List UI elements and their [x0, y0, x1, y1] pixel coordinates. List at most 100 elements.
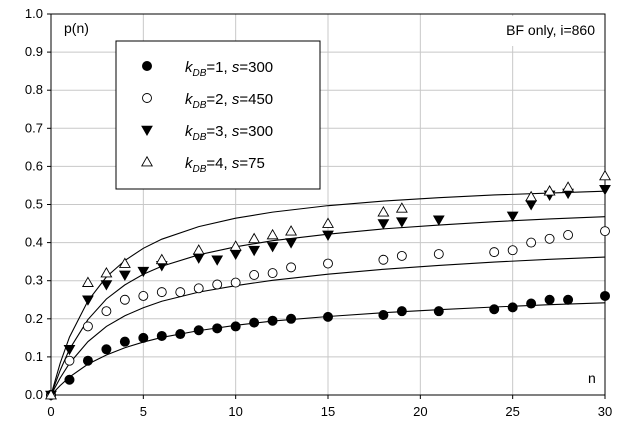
legend-marker-series-2 [142, 93, 152, 103]
y-tick-label: 0.1 [25, 349, 43, 364]
y-tick-label: 0.6 [25, 158, 43, 173]
x-tick-label: 0 [47, 404, 54, 419]
x-tick-label: 15 [321, 404, 335, 419]
data-point-series-2 [267, 268, 278, 279]
y-tick-label: 0.2 [25, 311, 43, 326]
data-point-series-1 [433, 306, 444, 317]
data-point-series-4 [45, 388, 57, 400]
data-point-series-3 [525, 200, 538, 211]
data-point-series-3 [285, 238, 297, 249]
data-point-series-4 [118, 257, 131, 268]
y-tick-label: 0.4 [25, 235, 43, 250]
y-tick-label: 0.9 [25, 44, 43, 59]
data-point-series-2 [563, 230, 574, 240]
data-point-series-4 [100, 266, 113, 278]
data-point-series-3 [248, 245, 261, 257]
data-point-series-2 [156, 287, 167, 298]
x-axis-label: n [588, 370, 596, 386]
y-tick-label: 0.7 [25, 120, 43, 135]
data-point-series-1 [286, 313, 297, 324]
data-point-series-1 [600, 290, 610, 301]
data-point-series-4 [562, 181, 575, 192]
data-point-series-1 [82, 355, 93, 366]
legend-label-series-4: kDB=4, s=75 [185, 155, 265, 175]
data-point-series-3 [506, 211, 519, 222]
data-point-series-2 [433, 249, 444, 259]
data-point-series-2 [212, 279, 223, 290]
data-point-series-3 [82, 295, 94, 306]
data-point-series-3 [118, 270, 131, 281]
data-point-series-2 [193, 283, 204, 294]
data-point-series-1 [489, 304, 500, 315]
data-point-series-1 [378, 309, 389, 320]
x-tick-label: 25 [505, 404, 519, 419]
data-point-series-2 [119, 294, 130, 305]
data-point-series-3 [229, 249, 242, 261]
data-markers [45, 169, 611, 402]
data-point-series-2 [396, 250, 407, 261]
data-point-series-4 [81, 276, 94, 287]
data-point-series-1 [267, 315, 278, 326]
data-point-series-2 [323, 258, 333, 269]
data-point-series-2 [138, 290, 149, 301]
data-point-series-2 [64, 355, 75, 366]
data-point-series-2 [507, 245, 518, 256]
data-point-series-1 [193, 325, 204, 336]
data-point-series-1 [323, 311, 333, 322]
data-point-series-2 [230, 277, 241, 288]
data-point-series-3 [377, 219, 390, 230]
data-point-series-4 [322, 217, 334, 228]
data-point-series-2 [249, 270, 260, 280]
data-point-series-3 [395, 217, 408, 228]
legend-label-series-3: kDB=3, s=300 [185, 123, 273, 143]
data-point-series-2 [600, 226, 610, 237]
x-tick-label: 30 [598, 404, 612, 419]
legend-label-series-2: kDB=2, s=450 [185, 91, 273, 111]
data-point-series-3 [192, 253, 205, 264]
data-point-series-4 [525, 190, 538, 202]
data-point-series-1 [249, 317, 260, 328]
data-point-series-4 [248, 232, 261, 244]
data-point-series-2 [175, 287, 186, 298]
data-point-series-3 [211, 255, 224, 266]
data-point-series-4 [266, 228, 279, 240]
annotation-box [437, 16, 603, 46]
data-point-series-4 [599, 169, 611, 181]
legend: kDB=1, s=300 kDB=2, s=450 kDB=3, s=300 kDB=… [115, 40, 321, 190]
data-point-series-1 [138, 332, 149, 343]
data-point-series-1 [175, 329, 186, 340]
y-tick-label: 1.0 [25, 6, 43, 21]
fit-curve-series-4 [50, 190, 606, 396]
x-tick-label: 5 [140, 404, 147, 419]
data-point-series-4 [155, 253, 168, 265]
x-tick-label: 20 [413, 404, 427, 419]
data-point-series-1 [526, 298, 537, 309]
data-point-series-2 [378, 254, 389, 265]
data-point-series-3 [100, 280, 113, 291]
legend-marker-series-4 [141, 155, 153, 167]
data-point-series-2 [489, 247, 500, 258]
data-point-series-1 [396, 306, 407, 317]
data-point-series-4 [543, 185, 556, 196]
y-axis-label: p(n) [64, 20, 89, 36]
data-point-series-3 [432, 215, 445, 226]
data-point-series-1 [563, 294, 574, 305]
data-point-series-2 [101, 306, 112, 317]
data-point-series-4 [192, 244, 205, 255]
legend-label-series-1: kDB=1, s=300 [185, 59, 273, 79]
data-point-series-3 [599, 184, 611, 196]
y-tick-label: 0.8 [25, 82, 43, 97]
x-tick-label: 10 [228, 404, 242, 419]
chart-annotation: BF only, i=860 [506, 22, 595, 38]
data-point-series-1 [230, 321, 241, 332]
data-point-series-1 [544, 294, 555, 305]
data-point-series-1 [101, 344, 112, 355]
data-point-series-4 [229, 240, 242, 251]
data-point-series-1 [156, 330, 167, 341]
data-point-series-4 [285, 225, 298, 236]
data-point-series-1 [507, 302, 518, 313]
data-point-series-4 [377, 206, 390, 217]
data-point-series-3 [322, 230, 334, 241]
data-point-series-2 [526, 237, 537, 248]
